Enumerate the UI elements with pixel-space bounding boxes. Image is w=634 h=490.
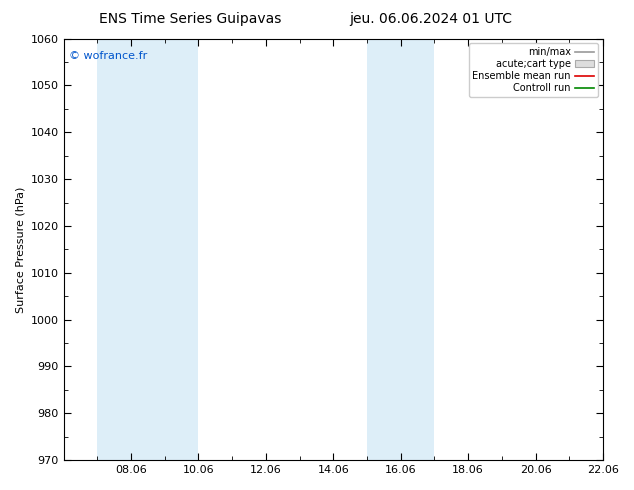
Y-axis label: Surface Pressure (hPa): Surface Pressure (hPa)	[15, 186, 25, 313]
Text: jeu. 06.06.2024 01 UTC: jeu. 06.06.2024 01 UTC	[349, 12, 513, 26]
Bar	[367, 39, 434, 460]
Bar	[97, 39, 198, 460]
Text: ENS Time Series Guipavas: ENS Time Series Guipavas	[99, 12, 281, 26]
Legend: min/max, acute;cart type, Ensemble mean run, Controll run: min/max, acute;cart type, Ensemble mean …	[469, 44, 598, 97]
Text: © wofrance.fr: © wofrance.fr	[69, 51, 147, 61]
